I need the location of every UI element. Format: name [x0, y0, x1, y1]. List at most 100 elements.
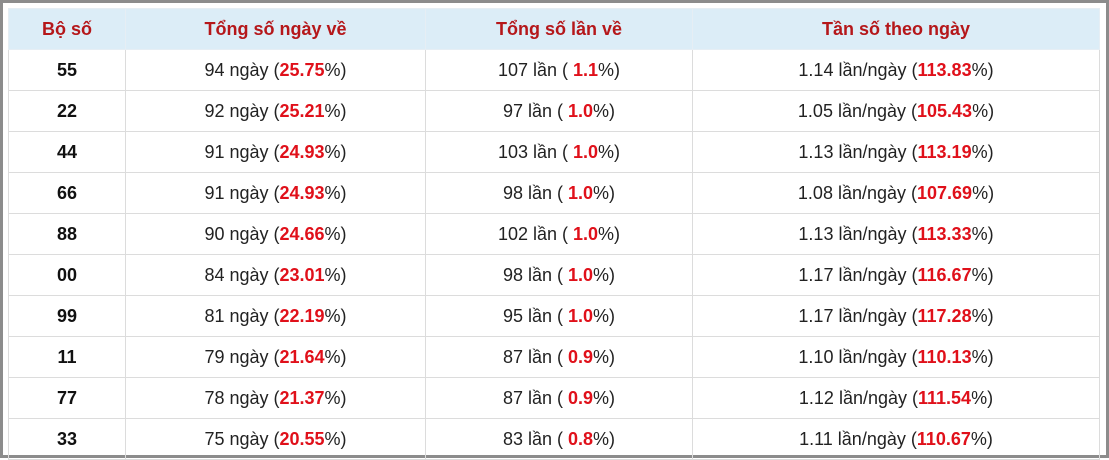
percent-value: 107.69	[917, 182, 973, 203]
stat-cell: 103 lần ( 1.0%)	[425, 131, 693, 173]
cell-text: %)	[324, 264, 347, 285]
header-cell: Tổng số ngày về	[125, 8, 426, 50]
cell-text: %)	[593, 387, 616, 408]
number-code: 88	[8, 213, 126, 255]
stat-cell: 1.14 lần/ngày (113.83%)	[692, 49, 1100, 91]
percent-value: 111.54	[918, 387, 972, 408]
cell-text: 92 ngày (	[204, 100, 280, 121]
cell-text: %)	[593, 264, 616, 285]
cell-text: %)	[324, 346, 347, 367]
percent-value: 1.0	[573, 141, 599, 162]
cell-text: %)	[324, 223, 347, 244]
table-row: 99 81 ngày (22.19%) 95 lần ( 1.0%) 1.17 lần…	[8, 295, 1100, 337]
percent-value: 110.67	[916, 428, 971, 449]
stat-cell: 107 lần ( 1.1%)	[425, 49, 693, 91]
cell-text: %)	[971, 59, 994, 80]
table-row: 44 91 ngày (24.93%) 103 lần ( 1.0%) 1.13 lầ…	[8, 131, 1100, 173]
cell-text: 1.11 lần/ngày (	[799, 428, 917, 449]
percent-value: 0.8	[568, 428, 594, 449]
cell-text: %)	[598, 59, 621, 80]
percent-value: 1.0	[568, 264, 594, 285]
percent-value: 21.64	[279, 346, 325, 367]
cell-text: %)	[593, 428, 616, 449]
cell-text: %)	[593, 100, 616, 121]
cell-text: %)	[593, 305, 616, 326]
stat-cell: 1.10 lần/ngày (110.13%)	[692, 336, 1100, 378]
percent-value: 0.9	[568, 346, 594, 367]
table-row: 00 84 ngày (23.01%) 98 lần ( 1.0%) 1.17 lần…	[8, 254, 1100, 296]
cell-text: 90 ngày (	[204, 223, 280, 244]
cell-text: %)	[972, 100, 995, 121]
number-code: 66	[8, 172, 126, 214]
number-code: 55	[8, 49, 126, 91]
percent-value: 1.0	[568, 182, 594, 203]
number-code: 33	[8, 418, 126, 460]
cell-text: 98 lần (	[502, 264, 568, 285]
cell-text: %)	[324, 305, 347, 326]
cell-text: 1.14 lần/ngày (	[798, 59, 918, 80]
table-row: 33 75 ngày (20.55%) 83 lần ( 0.8%) 1.11 lần…	[8, 418, 1100, 460]
stats-table: Bộ số Tổng số ngày về Tổng số lần về Tần số…	[8, 8, 1100, 460]
stat-cell: 1.17 lần/ngày (117.28%)	[692, 295, 1100, 337]
cell-text: 84 ngày (	[204, 264, 280, 285]
cell-text: 79 ngày (	[204, 346, 280, 367]
stat-cell: 98 lần ( 1.0%)	[425, 172, 693, 214]
stat-cell: 78 ngày (21.37%)	[125, 377, 426, 419]
stat-cell: 1.17 lần/ngày (116.67%)	[692, 254, 1100, 296]
percent-value: 1.1	[573, 59, 599, 80]
percent-value: 113.33	[917, 223, 972, 244]
cell-text: %)	[593, 182, 616, 203]
cell-text: %)	[324, 428, 347, 449]
cell-text: %)	[324, 59, 347, 80]
cell-text: %)	[971, 387, 994, 408]
cell-text: 103 lần (	[497, 141, 574, 162]
cell-text: 83 lần (	[502, 428, 568, 449]
stat-cell: 79 ngày (21.64%)	[125, 336, 426, 378]
cell-text: %)	[971, 346, 994, 367]
stat-cell: 87 lần ( 0.9%)	[425, 336, 693, 378]
number-code: 99	[8, 295, 126, 337]
cell-text: 1.13 lần/ngày (	[798, 141, 918, 162]
cell-text: 97 lần (	[502, 100, 568, 121]
percent-value: 113.83	[917, 59, 972, 80]
table-row: 22 92 ngày (25.21%) 97 lần ( 1.0%) 1.05 lần…	[8, 90, 1100, 132]
cell-text: 87 lần (	[502, 387, 568, 408]
percent-value: 0.9	[568, 387, 594, 408]
percent-value: 1.0	[568, 100, 594, 121]
percent-value: 21.37	[279, 387, 325, 408]
cell-text: 1.17 lần/ngày (	[798, 264, 918, 285]
cell-text: 75 ngày (	[204, 428, 280, 449]
cell-text: %)	[971, 223, 994, 244]
percent-value: 113.19	[917, 141, 972, 162]
header-cell: Tổng số lần về	[425, 8, 693, 50]
table-row: 88 90 ngày (24.66%) 102 lần ( 1.0%) 1.13 lầ…	[8, 213, 1100, 255]
stat-cell: 1.08 lần/ngày (107.69%)	[692, 172, 1100, 214]
header-row: Bộ số Tổng số ngày về Tổng số lần về Tần số…	[8, 8, 1100, 50]
cell-text: 1.08 lần/ngày (	[797, 182, 918, 203]
cell-text: 81 ngày (	[204, 305, 280, 326]
percent-value: 105.43	[917, 100, 973, 121]
stat-cell: 91 ngày (24.93%)	[125, 172, 426, 214]
cell-text: 1.13 lần/ngày (	[798, 223, 918, 244]
number-code: 11	[8, 336, 126, 378]
stat-cell: 92 ngày (25.21%)	[125, 90, 426, 132]
table-row: 55 94 ngày (25.75%) 107 lần ( 1.1%) 1.14 lầ…	[8, 49, 1100, 91]
cell-text: %)	[324, 100, 347, 121]
stat-cell: 1.13 lần/ngày (113.19%)	[692, 131, 1100, 173]
cell-text: %)	[971, 305, 994, 326]
table-row: 66 91 ngày (24.93%) 98 lần ( 1.0%) 1.08 lần…	[8, 172, 1100, 214]
stat-cell: 1.13 lần/ngày (113.33%)	[692, 213, 1100, 255]
cell-text: 91 ngày (	[204, 141, 280, 162]
stat-cell: 90 ngày (24.66%)	[125, 213, 426, 255]
cell-text: 1.17 lần/ngày (	[798, 305, 918, 326]
cell-text: 91 ngày (	[204, 182, 280, 203]
cell-text: %)	[971, 264, 994, 285]
stat-cell: 95 lần ( 1.0%)	[425, 295, 693, 337]
table-body: 55 94 ngày (25.75%) 107 lần ( 1.1%) 1.14 lầ…	[8, 49, 1100, 460]
cell-text: %)	[971, 141, 994, 162]
cell-text: %)	[593, 346, 616, 367]
cell-text: 107 lần (	[497, 59, 574, 80]
percent-value: 24.93	[279, 141, 325, 162]
percent-value: 23.01	[279, 264, 325, 285]
percent-value: 24.93	[279, 182, 325, 203]
